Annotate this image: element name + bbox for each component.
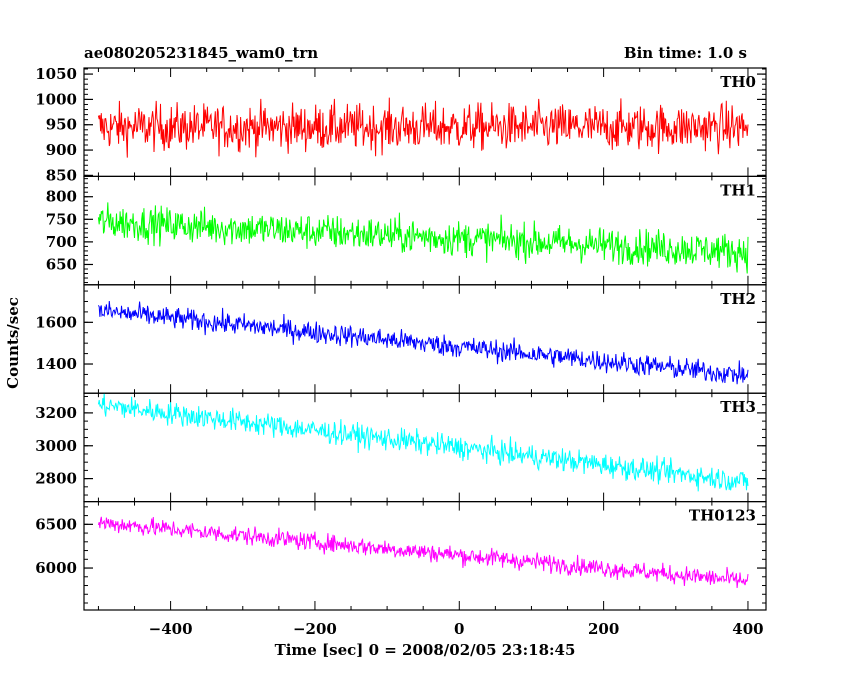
y-tick-label: 2800 xyxy=(35,470,77,488)
y-tick-label: 1600 xyxy=(35,313,77,331)
y-axis-label: Counts/sec xyxy=(4,297,22,389)
panel-th1: 650 700 750 800 TH1 xyxy=(46,175,767,286)
chart-title: ae080205231845_wam0_trn xyxy=(84,44,319,62)
x-axis-label: Time [sec] 0 = 2008/02/05 23:18:45 xyxy=(275,641,576,659)
y-tick-label: 850 xyxy=(46,166,77,184)
panel-th0: 850 900 950 1000 1050 TH0 xyxy=(35,65,767,184)
panel-frame xyxy=(83,175,767,286)
y-tick-label: 3200 xyxy=(35,404,77,422)
panel-label: TH3 xyxy=(720,398,756,416)
series-line-th2 xyxy=(97,300,749,385)
panel-label: TH1 xyxy=(720,181,756,199)
x-tick-label: 0 xyxy=(454,620,464,638)
panel-label: TH2 xyxy=(720,290,756,308)
x-tick-label: 200 xyxy=(588,620,619,638)
panel-frame xyxy=(83,501,767,611)
panel-label: TH0 xyxy=(720,73,756,91)
y-tick-label: 900 xyxy=(46,141,77,159)
y-tick-label: 1000 xyxy=(35,90,77,108)
panel-frame xyxy=(83,284,767,394)
panel-th0123: 6000 6500 TH0123 xyxy=(35,501,767,611)
bin-time-label: Bin time: 1.0 s xyxy=(623,44,747,62)
x-tick-label: 400 xyxy=(732,620,763,638)
y-tick-label: 750 xyxy=(46,210,77,228)
series-line-th0 xyxy=(97,97,749,158)
y-tick-label: 6000 xyxy=(35,559,77,577)
y-tick-label: 650 xyxy=(46,255,77,273)
series-line-th0123 xyxy=(97,516,749,589)
y-tick-label: 1050 xyxy=(35,65,77,83)
series-line-th1 xyxy=(97,202,749,274)
y-tick-label: 3000 xyxy=(35,437,77,455)
panel-th3: 2800 3000 3200 TH3 xyxy=(35,392,767,503)
y-tick-label: 1400 xyxy=(35,355,77,373)
panel-th2: 1400 1600 TH2 xyxy=(35,284,767,394)
panel-label: TH0123 xyxy=(689,507,756,525)
y-tick-label: 6500 xyxy=(35,515,77,533)
y-tick-label: 950 xyxy=(46,116,77,134)
y-tick-label: 800 xyxy=(46,188,77,206)
x-tick-label: −400 xyxy=(149,620,193,638)
y-tick-label: 700 xyxy=(46,233,77,251)
series-line-th3 xyxy=(97,393,749,492)
x-tick-label: −200 xyxy=(293,620,337,638)
